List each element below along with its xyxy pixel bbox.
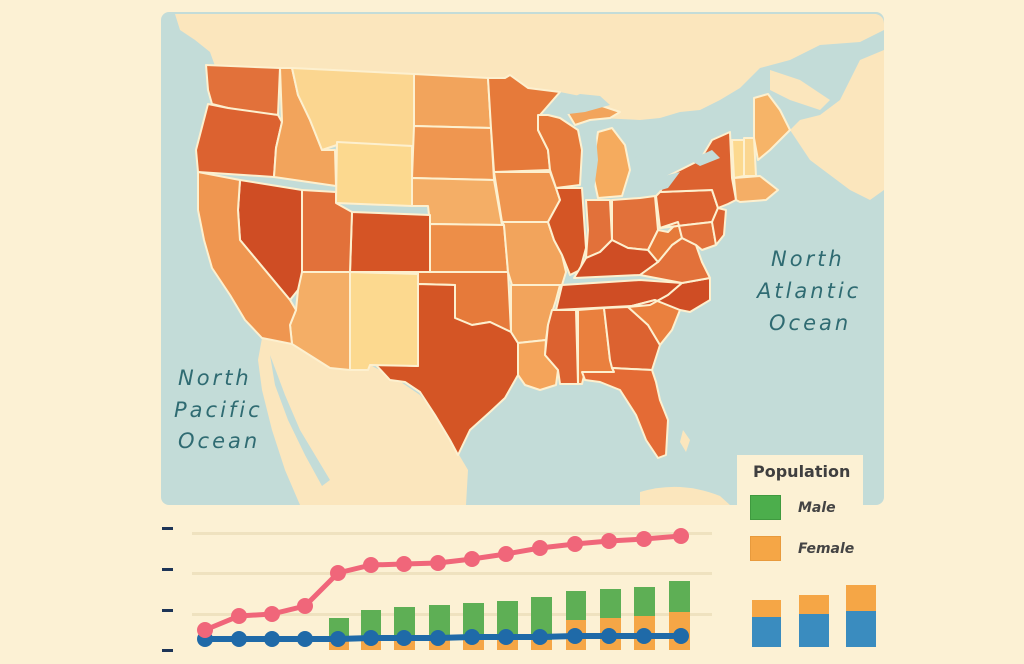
states: [195, 64, 791, 459]
pacific-label-line1: North: [178, 366, 252, 390]
legend-title: Population: [753, 462, 851, 481]
legend-label-female: Female: [798, 540, 855, 557]
state-ks: [429, 223, 509, 273]
line-bar-chart: [162, 527, 712, 652]
legend-swatch-female: [750, 536, 781, 561]
state-me: [753, 93, 791, 161]
state-co: [349, 211, 431, 273]
state-ma-ct: [733, 175, 779, 203]
state-wi: [537, 114, 583, 189]
atlantic-label-line2: Atlantic: [755, 279, 861, 303]
state-vt: [731, 139, 745, 179]
legend-swatch-male: [750, 495, 781, 520]
state-nc: [627, 277, 711, 313]
legend-item-female: Female: [750, 536, 854, 561]
state-nj: [711, 207, 727, 246]
pink-line-series: [197, 528, 689, 638]
legend-label-male: Male: [798, 499, 836, 516]
atlantic-label-line3: Ocean: [769, 311, 851, 335]
legend-item-male: Male: [750, 495, 836, 520]
state-wy: [335, 141, 413, 207]
atlantic-label-line1: North: [771, 247, 845, 271]
pacific-label-line3: Ocean: [178, 429, 260, 453]
state-il: [547, 187, 587, 276]
state-tx: [375, 283, 519, 456]
state-nd: [413, 73, 492, 129]
great-lakes: [548, 94, 720, 196]
state-ca: [197, 171, 297, 345]
state-ms: [544, 309, 579, 385]
canada-land: [175, 14, 884, 120]
state-or: [195, 103, 283, 178]
ocean-labels: North Pacific Ocean North Atlantic Ocean: [174, 247, 861, 453]
state-fl: [581, 367, 669, 459]
pacific-label-line2: Pacific: [174, 398, 263, 422]
small-bar-chart: [752, 585, 876, 647]
state-nm: [349, 271, 419, 371]
state-ia: [493, 171, 561, 223]
state-sd: [411, 125, 495, 181]
legend: Population Male Female: [737, 455, 863, 575]
